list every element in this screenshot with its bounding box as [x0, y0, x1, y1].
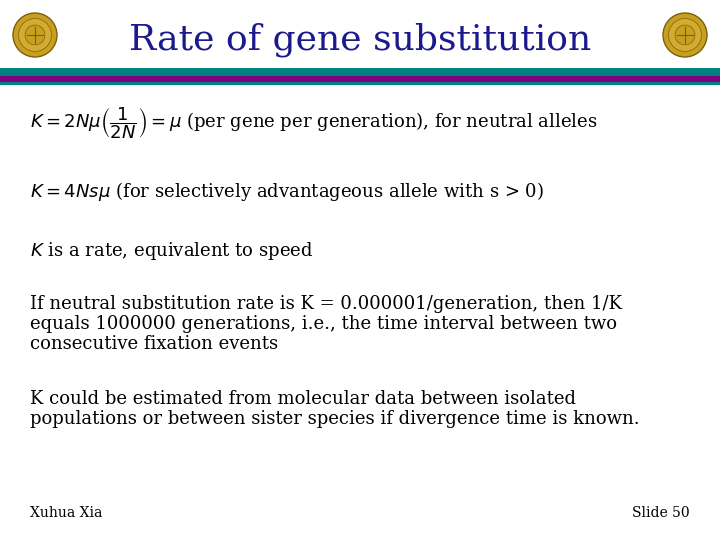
Text: Xuhua Xia: Xuhua Xia [30, 506, 102, 520]
Bar [0, 76, 720, 82]
Circle shape [663, 13, 707, 57]
Circle shape [668, 18, 701, 51]
Text: $K$ is a rate, equivalent to speed: $K$ is a rate, equivalent to speed [30, 240, 313, 262]
Bar [0, 82, 720, 85]
Text: Slide 50: Slide 50 [632, 506, 690, 520]
Circle shape [675, 25, 695, 45]
Circle shape [25, 25, 45, 45]
Circle shape [13, 13, 57, 57]
Text: Rate of gene substitution: Rate of gene substitution [129, 23, 591, 57]
Text: K could be estimated from molecular data between isolated: K could be estimated from molecular data… [30, 390, 576, 408]
Text: populations or between sister species if divergence time is known.: populations or between sister species if… [30, 410, 639, 428]
Text: $K = 4Ns\mu$ (for selectively advantageous allele with s > 0): $K = 4Ns\mu$ (for selectively advantageo… [30, 180, 544, 203]
Text: $K = 2N\mu \left(\dfrac{1}{2N}\right) = \mu$ (per gene per generation), for neut: $K = 2N\mu \left(\dfrac{1}{2N}\right) = … [30, 105, 598, 140]
Text: If neutral substitution rate is K = 0.000001/generation, then 1/K: If neutral substitution rate is K = 0.00… [30, 295, 622, 313]
Bar [0, 68, 720, 76]
Text: equals 1000000 generations, i.e., the time interval between two: equals 1000000 generations, i.e., the ti… [30, 315, 617, 333]
Circle shape [19, 18, 52, 51]
Text: consecutive fixation events: consecutive fixation events [30, 335, 278, 353]
